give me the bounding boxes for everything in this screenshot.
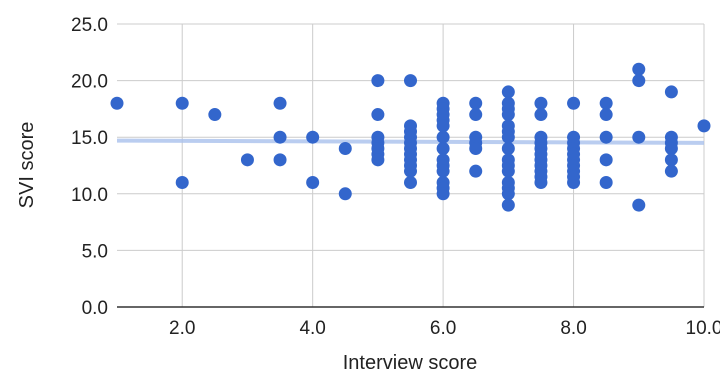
data-point <box>436 119 450 133</box>
data-point <box>469 142 483 156</box>
data-point <box>338 142 352 156</box>
x-tick-label: 10.0 <box>686 318 720 339</box>
data-point <box>273 153 287 167</box>
x-tick-label: 2.0 <box>169 318 195 339</box>
data-points <box>110 62 711 212</box>
data-point <box>664 142 678 156</box>
x-tick-label: 8.0 <box>560 318 586 339</box>
data-point <box>501 164 515 178</box>
x-tick-label: 6.0 <box>430 318 456 339</box>
y-tick-label: 5.0 <box>82 241 108 262</box>
data-point <box>599 175 613 189</box>
data-point <box>436 187 450 201</box>
data-point <box>273 130 287 144</box>
data-point <box>338 187 352 201</box>
data-point <box>664 164 678 178</box>
data-point <box>469 108 483 122</box>
data-point <box>371 108 385 122</box>
y-tick-label: 0.0 <box>82 298 108 319</box>
data-point <box>599 96 613 110</box>
y-axis-label: SVI score <box>16 122 38 209</box>
data-point <box>306 175 320 189</box>
data-point <box>599 153 613 167</box>
data-point <box>404 175 417 189</box>
data-point <box>534 96 548 110</box>
y-tick-label: 25.0 <box>71 15 108 36</box>
data-point <box>371 74 385 88</box>
data-point <box>273 96 287 110</box>
data-point <box>632 74 646 88</box>
data-point <box>501 187 515 201</box>
data-point <box>664 85 678 99</box>
y-tick-label: 20.0 <box>71 72 108 93</box>
data-point <box>567 96 581 110</box>
data-point <box>306 130 320 144</box>
data-point <box>501 108 515 122</box>
y-tick-label: 10.0 <box>71 185 108 206</box>
data-point <box>110 96 124 110</box>
data-point <box>436 142 450 156</box>
data-point <box>240 153 254 167</box>
data-point <box>501 142 515 156</box>
data-point <box>567 175 581 189</box>
data-point <box>436 164 450 178</box>
data-point <box>208 108 222 122</box>
tick-labels: 0.0 5.0 10.0 15.0 20.0 25.0 2.0 4.0 6.0 8.0 10.0 <box>71 15 720 339</box>
x-axis-label: Interview score <box>343 352 478 374</box>
data-point <box>404 74 417 88</box>
data-point <box>436 130 450 144</box>
data-point <box>501 198 515 212</box>
data-point <box>175 96 189 110</box>
y-tick-label: 15.0 <box>71 128 108 149</box>
x-tick-label: 4.0 <box>299 318 325 339</box>
data-point <box>599 130 613 144</box>
data-point <box>664 153 678 167</box>
data-point <box>371 153 385 167</box>
data-point <box>404 164 417 178</box>
data-point <box>534 175 548 189</box>
data-point <box>469 96 483 110</box>
data-point <box>632 130 646 144</box>
data-point <box>501 85 515 99</box>
data-point <box>534 108 548 122</box>
data-point <box>697 119 711 133</box>
data-point <box>632 62 646 76</box>
data-point <box>501 130 515 144</box>
data-point <box>599 108 613 122</box>
data-point <box>632 198 646 212</box>
data-point <box>469 164 483 178</box>
data-point <box>175 175 189 189</box>
